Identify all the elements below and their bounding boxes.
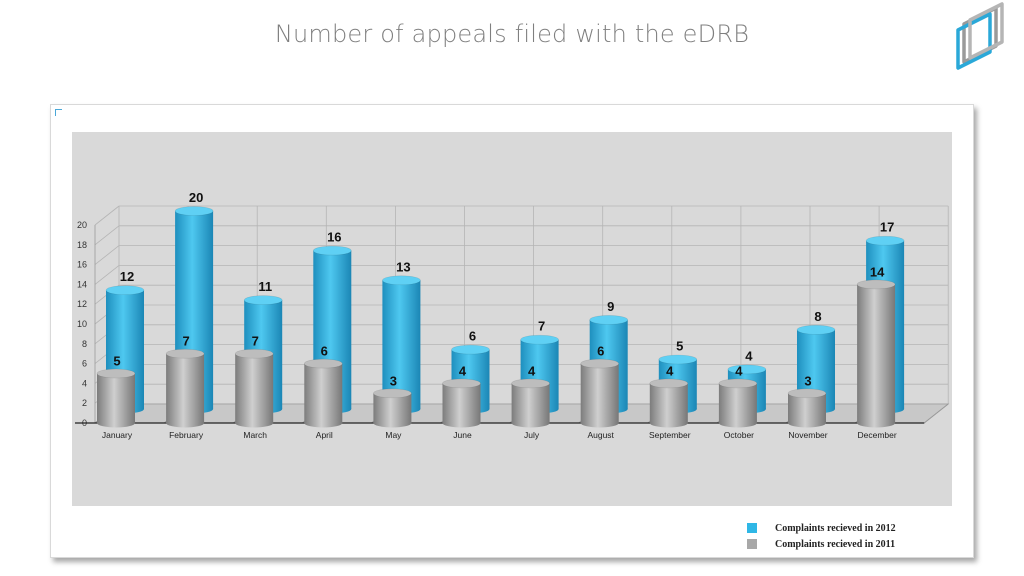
y-tick-label: 8: [82, 339, 87, 349]
data-label-2011: 6: [321, 344, 328, 359]
data-label-2012: 12: [120, 269, 134, 284]
x-tick-label: March: [243, 430, 267, 440]
x-tick-label: January: [102, 430, 133, 440]
y-tick-label: 14: [77, 279, 87, 289]
bar-2011-july: [511, 378, 550, 428]
data-label-2011: 3: [390, 373, 397, 388]
data-label-2012: 16: [327, 230, 341, 245]
bar-2011-december: [856, 279, 896, 428]
x-tick-label: June: [453, 430, 472, 440]
data-label-2011: 4: [528, 363, 536, 378]
data-label-2012: 7: [538, 319, 545, 334]
x-tick-label: November: [788, 430, 827, 440]
legend-label-2011: Complaints recieved in 2011: [775, 538, 896, 550]
bar-2011-october: [718, 378, 758, 428]
x-tick-label: September: [649, 430, 691, 440]
floor-divider: [923, 403, 949, 424]
bar-2011-august: [580, 358, 620, 428]
y-tick-label: 12: [77, 299, 87, 309]
y-tick-label: 16: [77, 260, 87, 270]
data-label-2011: 5: [113, 354, 120, 369]
bars: [96, 206, 905, 428]
bar-2011-february: [165, 348, 205, 428]
data-label-2011: 4: [735, 363, 743, 378]
stacked-frames-logo-icon: [950, 2, 1010, 74]
bar-2011-november: [787, 388, 827, 428]
gridline-side: [94, 265, 120, 285]
legend-swatch-2011: [747, 539, 757, 549]
y-tick-label: 2: [82, 398, 87, 408]
data-label-2012: 13: [396, 259, 410, 274]
x-tick-label: August: [587, 430, 614, 440]
gridline-side: [94, 245, 120, 265]
y-tick-label: 20: [77, 220, 87, 230]
bar-2011-january: [96, 368, 136, 428]
data-label-2011: 14: [870, 264, 885, 279]
bar-2012-may: [382, 275, 421, 414]
legend-item-2012: Complaints recieved in 2012: [747, 521, 896, 535]
bar-2011-may: [373, 388, 412, 428]
bar-2011-april: [303, 358, 343, 428]
data-label-2011: 4: [666, 363, 674, 378]
x-tick-label: February: [169, 430, 204, 440]
bar-2011-june: [442, 378, 481, 428]
bar-2011-september: [649, 378, 689, 428]
data-label-2011: 4: [459, 363, 467, 378]
gridline-side: [94, 225, 120, 246]
legend-swatch-2012: [747, 523, 757, 533]
y-tick-label: 18: [77, 240, 87, 250]
legend-label-2012: Complaints recieved in 2012: [775, 522, 896, 534]
chart-frame: 0 2 4 6 8 10 12 14 16 18 20 January February March Apr…: [50, 104, 974, 558]
x-tick-label: April: [316, 430, 333, 440]
x-tick-label: May: [385, 430, 402, 440]
data-label-2011: 7: [252, 334, 259, 349]
x-tick-label: October: [724, 430, 754, 440]
plot-area-background: [72, 132, 952, 506]
data-label-2012: 20: [189, 190, 203, 205]
x-tick-label: December: [857, 430, 896, 440]
data-label-2011: 7: [182, 334, 189, 349]
y-tick-label: 4: [82, 378, 87, 388]
data-label-2012: 9: [607, 299, 614, 314]
x-tick-label: July: [524, 430, 540, 440]
data-label-2012: 8: [814, 309, 821, 324]
data-label-2011: 6: [597, 344, 604, 359]
y-tick-label: 10: [77, 319, 87, 329]
data-label-2012: 6: [469, 329, 476, 344]
bar-2011-march: [234, 348, 274, 428]
legend-item-2011: Complaints recieved in 2011: [747, 537, 895, 551]
data-label-2012: 17: [880, 220, 894, 235]
data-label-2012: 5: [676, 339, 683, 354]
gridline-side: [94, 205, 120, 226]
data-label-2012: 4: [745, 348, 753, 363]
slide-title: Number of appeals filed with the eDRB: [274, 20, 750, 48]
data-label-2012: 11: [258, 279, 272, 294]
data-label-2011: 3: [804, 373, 811, 388]
y-tick-label: 6: [82, 359, 87, 369]
chart-corner-marker: [55, 109, 62, 116]
